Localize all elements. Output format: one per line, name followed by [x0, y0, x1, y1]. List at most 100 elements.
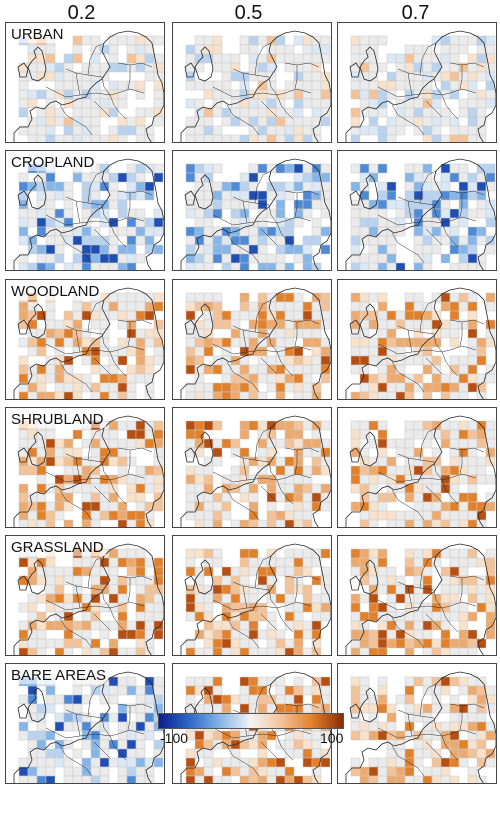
grid-cell: [27, 125, 38, 136]
grid-cell: [467, 611, 478, 622]
grid-cell: [248, 703, 259, 714]
grid-cell: [18, 602, 29, 613]
grid-cell: [449, 328, 460, 339]
grid-cell: [203, 163, 214, 174]
grid-cell: [386, 602, 397, 613]
grid-cell: [239, 694, 250, 705]
grid-cell: [212, 199, 223, 210]
grid-cell: [458, 438, 469, 449]
grid-cell: [221, 71, 232, 82]
grid-cell: [422, 420, 433, 431]
grid-cell: [320, 757, 331, 768]
grid-cell: [81, 355, 92, 366]
grid-cell: [257, 611, 268, 622]
grid-cell: [422, 226, 433, 237]
grid-cell: [212, 730, 223, 741]
grid-cell: [72, 310, 83, 321]
grid-cell: [431, 355, 442, 366]
grid-cell: [368, 35, 379, 46]
grid-cell: [126, 685, 137, 696]
grid-cell: [230, 566, 241, 577]
country-border: [59, 745, 93, 777]
grid-cell: [27, 602, 38, 613]
country-border: [242, 457, 248, 481]
grid-cell: [386, 244, 397, 255]
grid-cell: [144, 584, 155, 595]
grid-cell: [275, 638, 286, 649]
grid-cell: [440, 292, 451, 303]
grid-cell: [212, 757, 223, 768]
grid-cell: [45, 208, 56, 219]
grid-cell: [230, 253, 241, 264]
grid-cell: [108, 262, 119, 270]
grid-cell: [476, 602, 487, 613]
grid-cell: [194, 262, 205, 270]
grid-cell: [293, 125, 304, 136]
grid-cell: [275, 676, 286, 687]
country-border: [226, 489, 260, 521]
grid-cell: [266, 501, 277, 512]
grid-cell: [359, 71, 370, 82]
grid-cell: [266, 107, 277, 118]
grid-cell: [431, 116, 442, 127]
grid-cell: [302, 420, 313, 431]
grid-cell: [72, 557, 83, 568]
grid-cell: [63, 328, 74, 339]
grid-cell: [230, 337, 241, 348]
grid-cell: [99, 721, 110, 732]
grid-cell: [485, 163, 496, 174]
grid-cell: [135, 89, 146, 100]
grid-cell: [117, 420, 128, 431]
grid-cell: [257, 253, 268, 264]
grid-cell: [449, 163, 460, 174]
grid-cell: [27, 647, 38, 655]
grid-cell: [144, 355, 155, 366]
grid-cell: [368, 465, 379, 476]
grid-cell: [45, 620, 56, 631]
grid-cell: [185, 364, 196, 375]
grid-cell: [293, 647, 304, 655]
grid-cell: [27, 775, 38, 783]
grid-cell: [36, 447, 47, 458]
grid-cell: [368, 346, 379, 357]
grid-cell: [99, 301, 110, 312]
grid-cell: [212, 134, 223, 142]
grid-cell: [422, 262, 433, 270]
grid-cell: [257, 116, 268, 127]
country-border: [59, 232, 93, 264]
grid-cell: [81, 208, 92, 219]
country-border: [75, 72, 81, 96]
grid-cell: [185, 44, 196, 55]
grid-cell: [203, 766, 214, 777]
europe-map: [180, 543, 331, 655]
grid-cell: [90, 310, 101, 321]
country-border: [75, 200, 81, 224]
country-border: [391, 745, 425, 777]
grid-cell: [350, 593, 361, 604]
grid-cell: [377, 292, 388, 303]
grid-cell: [212, 107, 223, 118]
grid-cell: [431, 292, 442, 303]
grid-cell: [72, 116, 83, 127]
grid-cell: [239, 373, 250, 384]
color-scale-bar: [158, 713, 344, 729]
grid-cell: [203, 647, 214, 655]
grid-cell: [458, 519, 469, 527]
grid-cell: [18, 730, 29, 741]
grid-cell: [476, 474, 487, 485]
grid-cell: [449, 71, 460, 82]
grid-cell: [63, 199, 74, 210]
grid-cell: [413, 71, 424, 82]
grid-cell: [90, 226, 101, 237]
grid-cell: [431, 235, 442, 246]
row-label-shrubland: SHRUBLAND: [9, 411, 106, 428]
grid-cell: [377, 163, 388, 174]
grid-cell: [54, 647, 65, 655]
grid-cell: [377, 199, 388, 210]
grid-cell: [266, 647, 277, 655]
grid-cell: [212, 703, 223, 714]
grid-cell: [467, 35, 478, 46]
grid-cell: [153, 575, 164, 586]
grid-cell: [126, 373, 137, 384]
grid-cell: [431, 98, 442, 109]
